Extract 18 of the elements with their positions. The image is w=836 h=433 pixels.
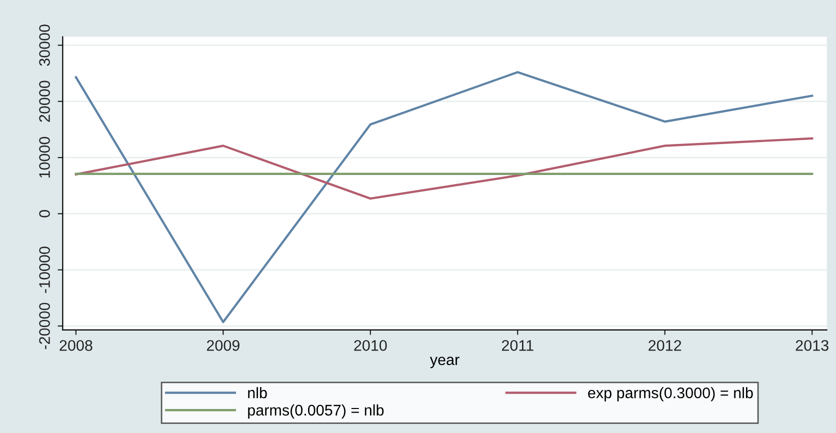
x-tick-label: 2012	[648, 340, 682, 351]
y-tick-label: 0	[39, 210, 50, 218]
legend-label: parms(0.0057) = nlb	[248, 404, 384, 419]
line-series	[74, 71, 814, 324]
x-tick-label: 2008	[60, 340, 92, 351]
y-tick-label: -10000	[39, 246, 50, 293]
y-tick-label: 30000	[39, 24, 50, 66]
x-axis-title: year	[430, 356, 460, 368]
y-tick-label: -20000	[39, 302, 50, 350]
x-tick-label: 2010	[354, 340, 387, 351]
x-tick-label: 2013	[796, 340, 828, 351]
x-tick-label: 2009	[206, 340, 240, 351]
legend-label: exp parms(0.3000) = nlb	[588, 387, 753, 402]
x-tick-label: 2011	[502, 340, 534, 351]
legend-label: nlb	[248, 387, 267, 398]
y-tick-label: 10000	[39, 136, 50, 178]
line-series	[74, 137, 814, 200]
y-tick-label: 20000	[39, 80, 50, 122]
